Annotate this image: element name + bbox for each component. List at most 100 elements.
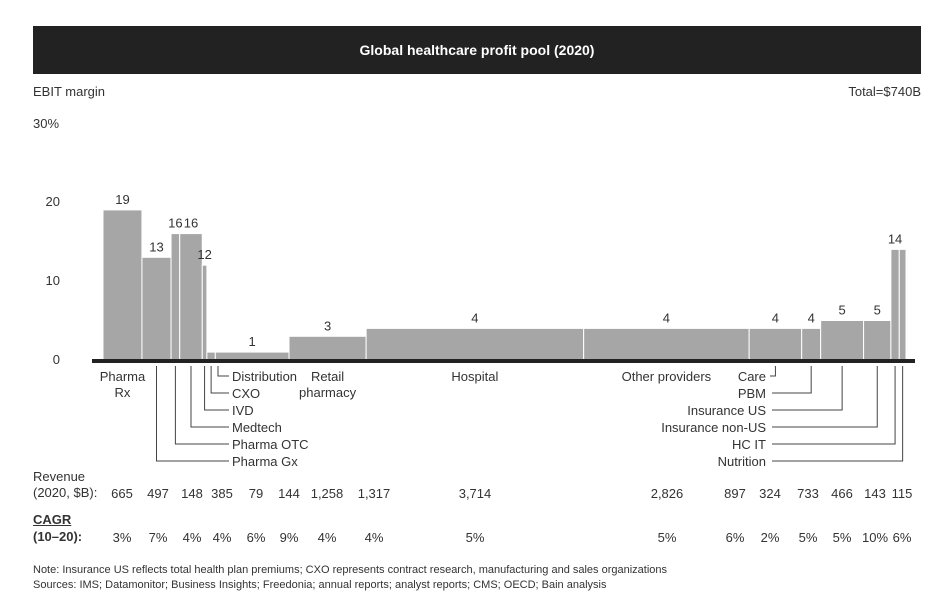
x-axis-baseline xyxy=(92,359,915,363)
category-label-medtech: Medtech xyxy=(232,420,282,435)
bar-6 xyxy=(214,351,290,361)
revenue-value: 497 xyxy=(147,486,169,501)
y-axis-label: EBIT margin xyxy=(33,84,106,99)
bar-value-label: 4 xyxy=(663,310,670,325)
bar-value-label: 5 xyxy=(874,303,881,318)
bar-12 xyxy=(820,320,865,361)
category-label-pharma_otc: Pharma OTC xyxy=(232,437,309,452)
bar-8 xyxy=(365,327,585,361)
revenue-label-2: (2020, $B): xyxy=(33,485,98,500)
leader-line xyxy=(204,366,229,411)
category-label-distribution: Distribution xyxy=(232,369,297,384)
category-label-insurance_us: Insurance US xyxy=(687,403,766,418)
bar-5 xyxy=(206,351,216,361)
cagr-value: 2% xyxy=(761,530,780,545)
bar-1 xyxy=(141,256,172,361)
revenue-value: 115 xyxy=(892,486,913,501)
category-label-ivd: IVD xyxy=(232,403,254,418)
cagr-value: 4% xyxy=(318,530,337,545)
category-label-retail-pharmacy: Retail xyxy=(311,369,344,384)
bar-4 xyxy=(201,264,208,361)
cagr-value: 6% xyxy=(726,530,745,545)
bar-value-label: 1 xyxy=(249,334,256,349)
revenue-value: 2,826 xyxy=(651,486,684,501)
cagr-value: 7% xyxy=(149,530,168,545)
y-tick-label: 20 xyxy=(46,194,60,209)
bar-value-label: 12 xyxy=(197,247,211,262)
revenue-value: 733 xyxy=(797,486,819,501)
bar-13 xyxy=(863,320,892,361)
bar-value-label: 13 xyxy=(149,239,163,254)
cagr-value: 6% xyxy=(893,530,912,545)
revenue-value: 3,714 xyxy=(459,486,492,501)
leader-line xyxy=(217,366,229,377)
bar-15 xyxy=(898,248,907,361)
cagr-value: 4% xyxy=(365,530,384,545)
category-label-retail-pharmacy: pharmacy xyxy=(299,385,357,400)
category-label-insurance_non_us: Insurance non-US xyxy=(661,420,766,435)
bar-value-label: 5 xyxy=(839,303,846,318)
leader-line xyxy=(210,366,229,394)
revenue-value: 897 xyxy=(724,486,746,501)
bar-value-label: 4 xyxy=(772,310,779,325)
cagr-value: 4% xyxy=(213,530,232,545)
bar-value-label: 4 xyxy=(808,310,815,325)
category-label-pbm: PBM xyxy=(738,386,766,401)
bar-value-label: 3 xyxy=(324,318,331,333)
cagr-value: 6% xyxy=(247,530,266,545)
cagr-value: 5% xyxy=(833,530,852,545)
cagr-label-2: (10–20): xyxy=(33,529,83,544)
revenue-value: 385 xyxy=(211,486,233,501)
leader-line xyxy=(190,366,229,428)
total-label: Total=$740B xyxy=(848,84,921,99)
bar-value-label: 16 xyxy=(168,216,182,231)
category-label-pharma_gx: Pharma Gx xyxy=(232,454,298,469)
bar-2 xyxy=(170,233,181,361)
bar-0 xyxy=(102,209,143,361)
revenue-value: 148 xyxy=(181,486,203,501)
y-tick-label: 0 xyxy=(53,352,60,367)
revenue-value: 324 xyxy=(759,486,781,501)
bar-9 xyxy=(583,327,750,361)
leader-line xyxy=(772,366,904,462)
revenue-label-1: Revenue xyxy=(33,469,86,484)
cagr-value: 5% xyxy=(466,530,485,545)
cagr-value: 5% xyxy=(799,530,818,545)
leader-line xyxy=(772,366,812,394)
category-label-care: Care xyxy=(738,369,766,384)
leader-line xyxy=(156,366,229,462)
revenue-value: 665 xyxy=(111,486,133,501)
revenue-value: 466 xyxy=(831,486,853,501)
category-label-hc_it: HC IT xyxy=(732,437,766,452)
category-label-hospital: Hospital xyxy=(451,369,498,384)
leader-line xyxy=(770,366,776,377)
revenue-value: 144 xyxy=(278,486,300,501)
footnote: Note: Insurance US reflects total health… xyxy=(33,564,668,576)
category-label-nutrition: Nutrition xyxy=(718,454,766,469)
revenue-value: 79 xyxy=(249,486,263,501)
bar-7 xyxy=(288,335,367,361)
category-label-pharma-rx: Rx xyxy=(115,385,131,400)
bar-value-label: 16 xyxy=(184,216,198,231)
leader-line xyxy=(772,366,878,428)
bar-10 xyxy=(748,327,803,361)
leader-line xyxy=(174,366,229,445)
leader-line xyxy=(772,366,896,445)
bar-value-label: 19 xyxy=(115,192,129,207)
bar-value-label: 4 xyxy=(471,310,478,325)
leader-line xyxy=(772,366,843,411)
cagr-value: 5% xyxy=(658,530,677,545)
revenue-value: 143 xyxy=(864,486,886,501)
sources: Sources: IMS; Datamonitor; Business Insi… xyxy=(33,579,607,591)
chart-title: Global healthcare profit pool (2020) xyxy=(33,26,921,74)
bar-11 xyxy=(801,327,822,361)
category-label-pharma-rx: Pharma xyxy=(100,369,146,384)
y-top-label: 30% xyxy=(33,116,60,131)
revenue-value: 1,317 xyxy=(358,486,391,501)
cagr-value: 3% xyxy=(113,530,132,545)
cagr-value: 10% xyxy=(862,530,888,545)
cagr-value: 9% xyxy=(280,530,299,545)
category-label-other-providers: Other providers xyxy=(622,369,712,384)
cagr-label-1: CAGR xyxy=(33,512,72,527)
